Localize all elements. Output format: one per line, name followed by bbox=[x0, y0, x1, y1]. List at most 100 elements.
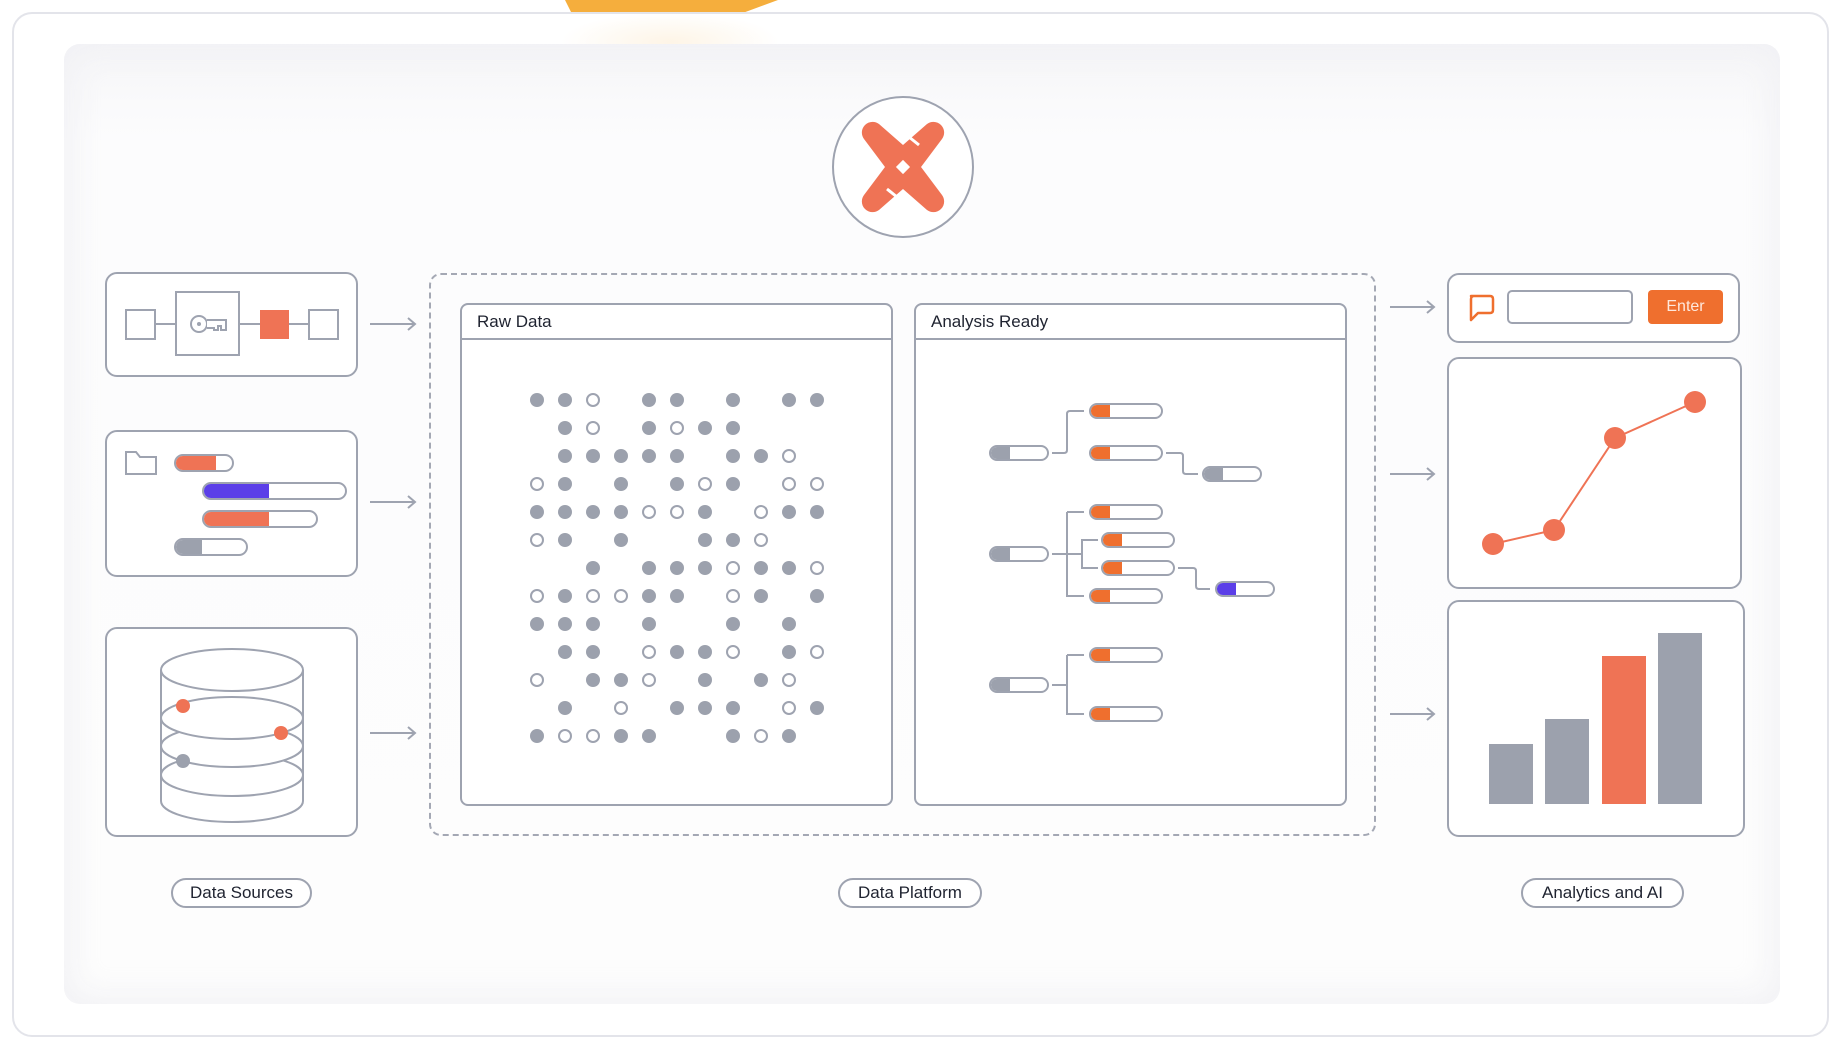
filled-dot bbox=[782, 645, 796, 659]
filled-dot bbox=[530, 505, 544, 519]
sun-decoration bbox=[565, 0, 778, 14]
data-platform-container bbox=[429, 273, 1376, 836]
filled-dot bbox=[726, 477, 740, 491]
empty-dot bbox=[782, 673, 796, 687]
filled-dot bbox=[586, 673, 600, 687]
filled-dot bbox=[614, 449, 628, 463]
empty-dot bbox=[726, 561, 740, 575]
empty-dot bbox=[530, 673, 544, 687]
pill-fill bbox=[991, 548, 1010, 560]
filled-dot bbox=[782, 561, 796, 575]
filled-dot bbox=[754, 673, 768, 687]
filled-dot bbox=[698, 673, 712, 687]
empty-dot bbox=[530, 533, 544, 547]
filled-dot bbox=[670, 561, 684, 575]
chat-bubble-icon bbox=[1469, 294, 1495, 322]
folder-icon bbox=[125, 451, 157, 475]
empty-dot bbox=[642, 505, 656, 519]
pill-fill bbox=[1091, 447, 1110, 459]
filled-dot bbox=[698, 701, 712, 715]
pill-fill bbox=[1091, 708, 1110, 720]
empty-dot bbox=[530, 589, 544, 603]
empty-dot bbox=[642, 645, 656, 659]
filled-dot bbox=[670, 477, 684, 491]
enter-button[interactable]: Enter bbox=[1648, 290, 1723, 324]
filled-dot bbox=[558, 449, 572, 463]
pill-fill bbox=[1091, 590, 1110, 602]
empty-dot bbox=[810, 561, 824, 575]
data-sources-label: Data Sources bbox=[171, 878, 312, 908]
empty-dot bbox=[754, 729, 768, 743]
pill-fill bbox=[1091, 405, 1110, 417]
empty-dot bbox=[698, 477, 712, 491]
empty-dot bbox=[614, 701, 628, 715]
filled-dot bbox=[810, 505, 824, 519]
filled-dot bbox=[726, 393, 740, 407]
filled-dot bbox=[558, 645, 572, 659]
chat-input[interactable] bbox=[1507, 290, 1633, 324]
filled-dot bbox=[558, 701, 572, 715]
empty-dot bbox=[782, 701, 796, 715]
schema-key-icon bbox=[125, 291, 339, 356]
filled-dot bbox=[642, 729, 656, 743]
pill-fill bbox=[1217, 583, 1236, 595]
filled-dot bbox=[782, 393, 796, 407]
filled-dot bbox=[670, 449, 684, 463]
raw-data-title: Raw Data bbox=[462, 305, 891, 340]
filled-dot bbox=[558, 617, 572, 631]
empty-dot bbox=[782, 449, 796, 463]
filled-dot bbox=[782, 617, 796, 631]
filled-dot bbox=[642, 617, 656, 631]
filled-dot bbox=[810, 701, 824, 715]
empty-dot bbox=[530, 477, 544, 491]
empty-dot bbox=[726, 589, 740, 603]
filled-dot bbox=[642, 449, 656, 463]
pill-fill bbox=[991, 679, 1010, 691]
filled-dot bbox=[642, 393, 656, 407]
filled-dot bbox=[754, 561, 768, 575]
pill-fill bbox=[991, 447, 1010, 459]
database-icon bbox=[160, 648, 304, 823]
empty-dot bbox=[586, 589, 600, 603]
filled-dot bbox=[698, 421, 712, 435]
pill-nodes bbox=[989, 403, 1275, 722]
filled-dot bbox=[754, 449, 768, 463]
pill-fill bbox=[1091, 649, 1110, 661]
filled-dot bbox=[810, 589, 824, 603]
empty-dot bbox=[586, 729, 600, 743]
filled-dot bbox=[586, 449, 600, 463]
filled-dot bbox=[586, 617, 600, 631]
filled-dot bbox=[642, 589, 656, 603]
filled-dot bbox=[558, 589, 572, 603]
arrow-icon bbox=[370, 317, 417, 740]
filled-dot bbox=[698, 505, 712, 519]
pill-fill bbox=[1103, 562, 1122, 574]
progress-bars bbox=[174, 454, 347, 556]
filled-dot bbox=[670, 701, 684, 715]
filled-dot bbox=[670, 393, 684, 407]
analysis-ready-panel: Analysis Ready bbox=[914, 303, 1347, 806]
pill-fill bbox=[1091, 506, 1110, 518]
empty-dot bbox=[614, 589, 628, 603]
filled-dot bbox=[558, 393, 572, 407]
filled-dot bbox=[726, 701, 740, 715]
arrow-icon bbox=[1390, 300, 1436, 721]
pill-fill bbox=[1103, 534, 1122, 546]
empty-dot bbox=[754, 533, 768, 547]
filled-dot bbox=[530, 729, 544, 743]
filled-dot bbox=[782, 505, 796, 519]
pill-fill bbox=[1204, 468, 1223, 480]
filled-dot bbox=[670, 589, 684, 603]
empty-dot bbox=[782, 477, 796, 491]
empty-dot bbox=[670, 421, 684, 435]
empty-dot bbox=[754, 505, 768, 519]
empty-dot bbox=[810, 477, 824, 491]
empty-dot bbox=[642, 673, 656, 687]
filled-dot bbox=[782, 729, 796, 743]
filled-dot bbox=[558, 505, 572, 519]
